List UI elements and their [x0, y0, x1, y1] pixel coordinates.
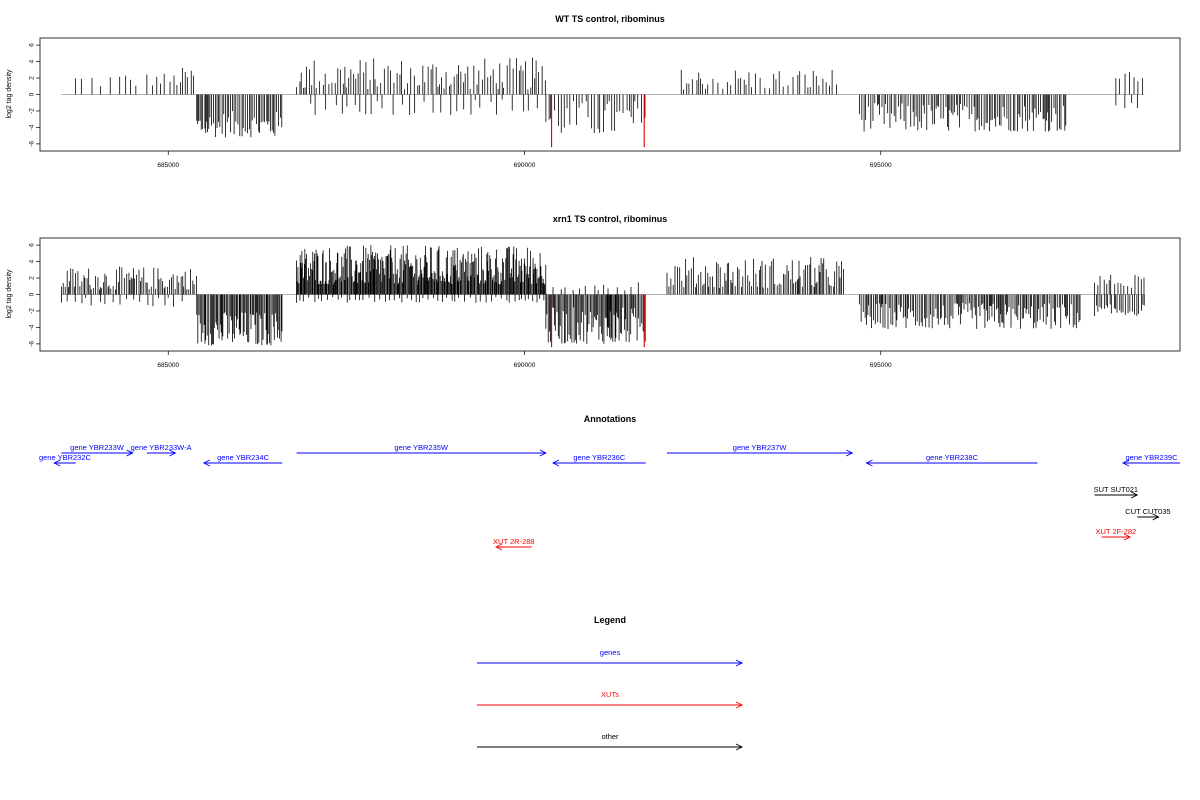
panel-xrn1-ylabel: log2 tag density [6, 269, 13, 319]
panel-xrn1-x-axis: 685000 690000 695000 [157, 351, 892, 369]
feature-label: gene YBR233W [70, 443, 125, 452]
feature-label: gene YBR234C [217, 453, 270, 462]
annotation-feature: CUT CUT035 [1125, 507, 1171, 521]
panel-wt-ylabel: log2 tag density [6, 69, 13, 119]
feature-label: gene YBR236C [573, 453, 626, 462]
y-tick-label: -2 [29, 108, 36, 114]
feature-label: XUT 2R-288 [493, 537, 535, 546]
feature-arrowhead [202, 459, 211, 467]
annotation-feature: XUT 2F-282 [1096, 527, 1137, 541]
feature-arrowhead [1131, 491, 1139, 499]
x-tick-label: 690000 [514, 162, 536, 169]
feature-label: gene YBR238C [926, 453, 979, 462]
feature-arrowhead [126, 449, 134, 457]
panel-wt-y-axis: -6 -4 -2 0 2 4 6 [29, 43, 40, 147]
annotation-feature: gene YBR239C [1121, 453, 1180, 467]
x-tick-label: 695000 [870, 362, 892, 369]
feature-arrowhead [551, 459, 560, 467]
panel-xrn1-title: xrn1 TS control, ribominus [553, 214, 668, 224]
x-tick-label: 685000 [157, 362, 179, 369]
annotation-feature: XUT 2R-288 [493, 537, 535, 551]
x-tick-label: 690000 [514, 362, 536, 369]
feature-label: gene YBR232C [39, 453, 92, 462]
feature-arrowhead [539, 449, 547, 457]
feature-arrowhead [1121, 459, 1130, 467]
feature-label: XUT 2F-282 [1096, 527, 1137, 536]
annotation-feature: SUT SUT021 [1094, 485, 1139, 499]
panel-wt-bars [61, 57, 1145, 148]
annotation-feature: gene YBR235W [296, 443, 547, 457]
annotations-title: Annotations [584, 414, 637, 424]
panel-wt-x-axis: 685000 690000 695000 [157, 151, 892, 169]
feature-label: gene YBR237W [733, 443, 788, 452]
legend-label: genes [600, 648, 621, 657]
y-tick-label: -4 [29, 124, 36, 130]
y-tick-label: -4 [29, 324, 36, 330]
y-tick-label: 4 [29, 259, 36, 263]
annotation-feature: gene YBR237W [667, 443, 854, 457]
feature-label: gene YBR235W [394, 443, 449, 452]
feature-arrowhead [865, 459, 873, 467]
legend-title: Legend [594, 615, 626, 625]
legend-arrowhead [735, 659, 744, 667]
legend-entry-genes: genes [477, 648, 744, 667]
x-tick-label: 695000 [870, 162, 892, 169]
feature-arrowhead [1152, 513, 1160, 521]
feature-arrowhead [494, 543, 503, 551]
legend-label: XUTs [601, 690, 619, 699]
annotation-feature: gene YBR233W [61, 443, 134, 457]
y-tick-label: 2 [29, 276, 36, 280]
annotation-feature: gene YBR232C [39, 453, 92, 467]
feature-arrowhead [169, 449, 177, 457]
annotation-feature: gene YBR238C [865, 453, 1038, 467]
y-tick-label: 6 [29, 43, 36, 47]
panel-xrn1: xrn1 TS control, ribominus -6 -4 -2 0 2 4 6 68… [6, 214, 1181, 369]
feature-label: CUT CUT035 [1125, 507, 1170, 516]
y-tick-label: 0 [29, 292, 36, 296]
panel-xrn1-y-axis: -6 -4 -2 0 2 4 6 [29, 243, 40, 347]
panel-wt: WT TS control, ribominus -6 -4 -2 0 2 4 6 6850… [6, 14, 1181, 169]
y-tick-label: -6 [29, 141, 36, 147]
panel-wt-title: WT TS control, ribominus [555, 14, 665, 24]
feature-arrowhead [846, 449, 854, 457]
annotation-feature: gene YBR234C [202, 453, 283, 467]
feature-label: gene YBR233W-A [131, 443, 192, 452]
feature-arrowhead [53, 459, 61, 467]
y-tick-label: -2 [29, 308, 36, 314]
annotation-feature: gene YBR236C [551, 453, 646, 467]
y-tick-label: 2 [29, 76, 36, 80]
x-tick-label: 685000 [157, 162, 179, 169]
y-tick-label: 6 [29, 243, 36, 247]
legend-entry-other: other [477, 732, 744, 751]
legend-arrowhead [735, 743, 744, 751]
legend: Legend genes XUTs other [477, 615, 744, 751]
feature-label: SUT SUT021 [1094, 485, 1138, 494]
legend-label: other [601, 732, 619, 741]
y-tick-label: 0 [29, 92, 36, 96]
y-tick-label: -6 [29, 341, 36, 347]
legend-entries: genes XUTs other [477, 648, 744, 751]
panel-xrn1-bars [60, 245, 1145, 348]
annotation-feature: gene YBR233W-A [131, 443, 192, 457]
feature-arrowhead [1123, 533, 1132, 541]
feature-label: gene YBR239C [1126, 453, 1179, 462]
legend-arrowhead [735, 701, 744, 709]
legend-entry-xuts: XUTs [477, 690, 744, 709]
y-tick-label: 4 [29, 59, 36, 63]
